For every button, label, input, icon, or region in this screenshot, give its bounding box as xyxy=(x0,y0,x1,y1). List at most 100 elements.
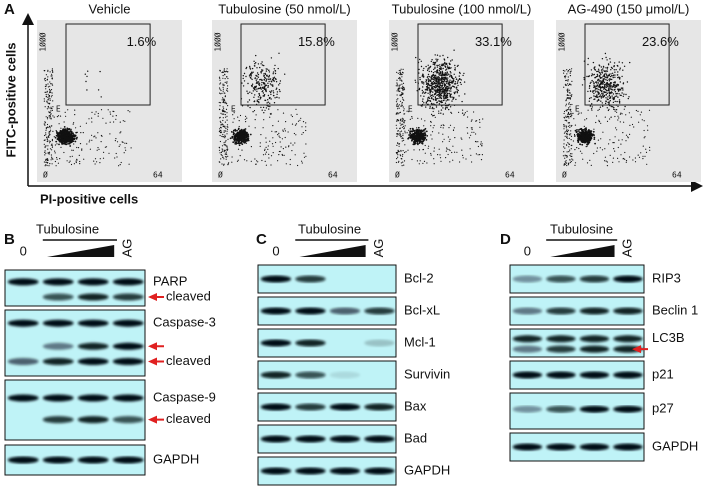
dot xyxy=(402,87,404,90)
dot xyxy=(396,153,398,155)
dot xyxy=(450,90,452,92)
dot xyxy=(222,71,224,73)
cleaved-label: cleaved xyxy=(166,288,211,303)
dot xyxy=(456,92,459,94)
dot xyxy=(450,72,452,74)
blot-membrane xyxy=(4,269,146,307)
dot xyxy=(224,71,227,73)
dot xyxy=(444,96,446,99)
dot xyxy=(447,66,449,69)
dot xyxy=(444,108,447,110)
dot xyxy=(218,146,220,148)
dot xyxy=(438,110,440,112)
scatter-dots xyxy=(562,52,651,167)
gate xyxy=(65,23,151,106)
dot xyxy=(43,100,46,102)
dot xyxy=(431,83,434,85)
band xyxy=(295,307,326,315)
dot xyxy=(402,82,405,84)
dot xyxy=(249,67,251,69)
dot xyxy=(616,64,619,67)
dot xyxy=(45,158,47,160)
dot xyxy=(83,158,85,160)
dot xyxy=(278,132,280,134)
dot xyxy=(564,157,566,159)
dot xyxy=(429,106,431,108)
dot xyxy=(599,83,601,85)
dot xyxy=(563,124,565,126)
dot xyxy=(50,144,53,146)
dot xyxy=(439,97,441,99)
dot xyxy=(643,137,645,139)
dot xyxy=(428,145,430,147)
dot xyxy=(427,79,429,81)
dot xyxy=(233,136,235,138)
dot xyxy=(445,150,447,152)
dot xyxy=(604,52,607,55)
dot xyxy=(623,157,625,160)
dot xyxy=(571,80,573,82)
dot xyxy=(444,94,446,96)
dot xyxy=(264,149,266,151)
dot xyxy=(434,116,436,118)
dot xyxy=(396,94,398,96)
dot xyxy=(439,157,442,159)
dot xyxy=(56,157,58,159)
dot xyxy=(569,104,571,106)
dot xyxy=(441,90,444,92)
dot xyxy=(603,74,606,76)
dot xyxy=(423,160,426,162)
dot xyxy=(444,92,446,95)
dot xyxy=(274,78,277,80)
dot xyxy=(571,68,573,70)
dot xyxy=(281,138,283,140)
dot xyxy=(455,78,458,80)
protein-label: PARP xyxy=(153,273,187,288)
dot xyxy=(100,109,103,111)
dot xyxy=(49,129,52,131)
dot xyxy=(566,109,568,111)
dot xyxy=(610,66,613,69)
dot xyxy=(427,64,429,67)
dot xyxy=(268,71,271,73)
dot xyxy=(593,98,595,101)
dot xyxy=(645,151,648,153)
dot xyxy=(617,96,619,98)
dot xyxy=(568,117,570,119)
dot xyxy=(73,135,76,138)
dot xyxy=(107,109,109,111)
dot xyxy=(567,142,569,144)
dot xyxy=(244,118,246,120)
dot xyxy=(608,93,611,95)
dot xyxy=(617,74,619,76)
dot xyxy=(596,81,598,83)
dot xyxy=(569,68,571,71)
dot xyxy=(452,98,454,101)
protein-label: Caspase-9 xyxy=(153,389,216,404)
dot xyxy=(227,71,229,73)
dot xyxy=(261,79,263,81)
band xyxy=(77,416,109,424)
dot xyxy=(444,76,446,79)
dot xyxy=(109,113,112,115)
dot xyxy=(269,116,271,118)
dot xyxy=(51,75,53,77)
panel-label: C xyxy=(256,231,267,248)
dot xyxy=(399,76,401,79)
dot xyxy=(450,111,452,114)
dot xyxy=(427,73,430,76)
dot xyxy=(397,105,399,107)
dot xyxy=(583,125,585,127)
dot xyxy=(442,87,445,89)
dot xyxy=(100,134,102,137)
dot xyxy=(221,135,223,137)
dot xyxy=(222,109,224,111)
dot xyxy=(431,115,434,117)
dot xyxy=(602,105,604,107)
dot xyxy=(221,163,223,165)
dot xyxy=(457,84,459,87)
dot xyxy=(48,107,50,109)
plot-title: Vehicle xyxy=(89,1,131,16)
dot xyxy=(606,83,609,85)
dot xyxy=(593,85,595,87)
